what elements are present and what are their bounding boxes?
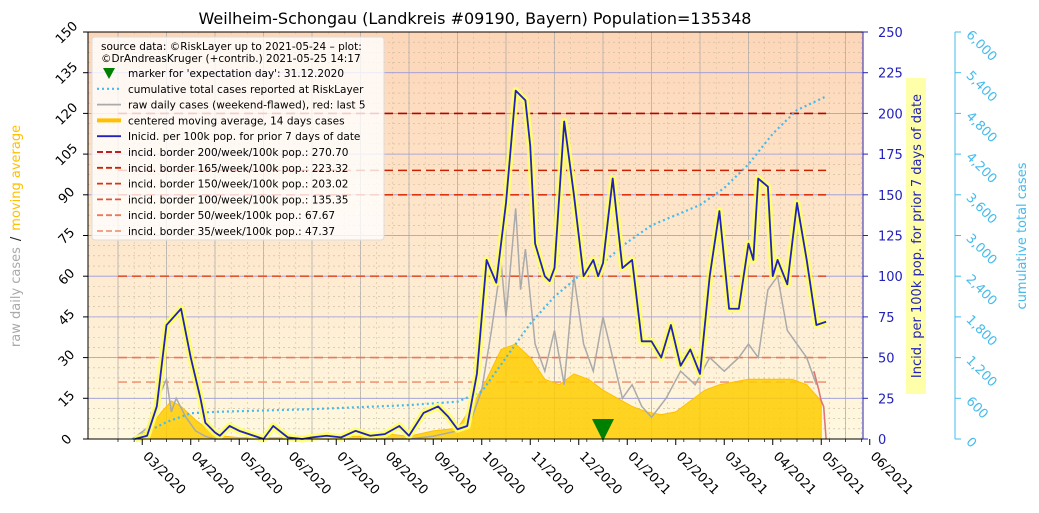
right-axis-1-tick-label: 250 (878, 26, 903, 41)
right-axis-1-tick-label: 125 (878, 230, 903, 245)
right-axis-2-tick-label: 1,200 (963, 353, 1000, 390)
cumulative-cases-line (132, 95, 827, 440)
legend-source-line-2: ©DrAndreasKruger (+contrib.) 2021-05-25 … (101, 53, 361, 65)
left-axis-tick-label: 135 (53, 60, 81, 88)
right-axis-1-label: Incid. per 100k pop. for prior 7 days of… (910, 94, 925, 378)
x-axis-tick-label: 10/2020 (479, 449, 528, 498)
legend-entry-label: incid. border 165/week/100k pop.: 223.32 (128, 163, 348, 175)
legend-entry-label: cumulative total cases reported at RiskL… (128, 84, 364, 96)
left-axis-tick-label: 120 (53, 100, 81, 128)
legend-entry-label: centered moving average, 14 days cases (128, 115, 345, 127)
x-axis-tick-label: 12/2020 (576, 449, 625, 498)
right-axis-1-tick-label: 100 (878, 270, 903, 285)
right-axis-1-tick-label: 200 (878, 107, 903, 122)
legend-entry-label: Inicid. per 100k pop. for prior 7 days o… (128, 131, 360, 143)
svg-text:raw daily cases/moving average: raw daily cases / moving average (9, 125, 24, 347)
legend-source-line-1: source data: ©RiskLayer up to 2021-05-24… (101, 41, 362, 53)
left-axis-label: raw daily cases / moving average (9, 125, 24, 347)
x-axis-tick-label: 01/2021 (624, 449, 673, 498)
x-axis-tick-label: 08/2020 (382, 449, 431, 498)
left-axis-tick-label: 150 (53, 19, 81, 47)
x-axis-tick-label: 02/2021 (673, 449, 722, 498)
x-axis-tick-label: 07/2020 (333, 449, 382, 498)
right-axis-1-tick-label: 175 (878, 148, 903, 163)
x-axis-tick-label: 06/2021 (867, 449, 916, 498)
right-axis-1-tick-label: 25 (878, 392, 895, 407)
legend-entry-label: incid. border 150/week/100k pop.: 203.02 (128, 179, 348, 191)
legend-entry-label: marker for 'expectation day': 31.12.2020 (128, 68, 344, 80)
left-axis-tick-label: 15 (56, 388, 78, 410)
left-axis-label-ma: moving average (9, 125, 24, 231)
right-axis-1-label-bg (906, 78, 926, 394)
left-axis-tick-label: 90 (56, 185, 78, 207)
right-axis-2-tick-label: 2,400 (963, 272, 1000, 309)
right-axis-2-tick-label: 0 (963, 435, 979, 451)
right-axis-1-tick-label: 75 (878, 311, 895, 326)
legend-entry-label: incid. border 100/week/100k pop.: 135.35 (128, 194, 348, 206)
right-axis-2-tick-label: 5,400 (963, 68, 1000, 105)
x-axis-tick-label: 06/2020 (285, 449, 334, 498)
right-axis-2-tick-label: 4,200 (963, 150, 1000, 187)
raw-daily-cases-line (132, 208, 818, 440)
legend-entry-label: incid. border 35/week/100k pop.: 47.37 (128, 226, 335, 238)
x-axis-tick-label: 05/2020 (236, 449, 285, 498)
left-axis-tick-label: 30 (56, 348, 78, 370)
chart-title: Weilheim-Schongau (Landkreis #09190, Bay… (199, 9, 752, 28)
left-axis-tick-label: 105 (53, 141, 81, 169)
right-axis-1-tick-label: 150 (878, 189, 903, 204)
left-axis-tick-label: 60 (56, 266, 78, 288)
legend: source data: ©RiskLayer up to 2021-05-24… (91, 36, 385, 241)
left-axis-tick-label: 0 (59, 432, 75, 448)
right-axis-2-tick-label: 3,600 (963, 191, 1000, 228)
left-axis-label-sep: / (9, 236, 24, 241)
x-axis-tick-label: 03/2020 (139, 449, 188, 498)
right-axis-2-tick-label: 4,800 (963, 109, 1000, 146)
right-axis-1-tick-label: 225 (878, 67, 903, 82)
expectation-day-marker (592, 419, 614, 441)
x-axis-tick-label: 09/2020 (430, 449, 479, 498)
legend-marker-triangle (103, 68, 115, 79)
incidence-line (134, 89, 827, 440)
right-axis-1-tick-label: 0 (878, 433, 886, 448)
right-axis-2-label: cumulative total cases (1015, 162, 1030, 309)
right-axis-2-tick-label: 3,000 (963, 231, 1000, 268)
x-axis-tick-label: 04/2021 (770, 449, 819, 498)
x-axis-tick-label: 03/2021 (721, 449, 770, 498)
legend-entry-label: incid. border 200/week/100k pop.: 270.70 (128, 147, 348, 159)
x-axis-tick-label: 11/2020 (527, 449, 576, 498)
legend-entry-label: raw daily cases (weekend-flawed), red: l… (128, 100, 366, 112)
right-axis-1-tick-label: 50 (878, 352, 895, 367)
legend-entry-label: incid. border 50/week/100k pop.: 67.67 (128, 210, 335, 222)
right-axis-2-tick-label: 1,800 (963, 313, 1000, 350)
x-axis-tick-label: 05/2021 (818, 449, 867, 498)
left-axis-tick-label: 75 (56, 225, 78, 247)
x-axis-tick-label: 04/2020 (188, 449, 237, 498)
raw-daily-last5-line (813, 370, 827, 440)
right-axis-2-tick-label: 600 (963, 394, 991, 422)
legend-box (91, 36, 385, 241)
series-layer (130, 87, 828, 443)
right-axis-2-tick-label: 6,000 (963, 28, 1000, 65)
left-axis-tick-label: 45 (56, 307, 78, 329)
left-axis-label-raw: raw daily cases (9, 247, 24, 347)
